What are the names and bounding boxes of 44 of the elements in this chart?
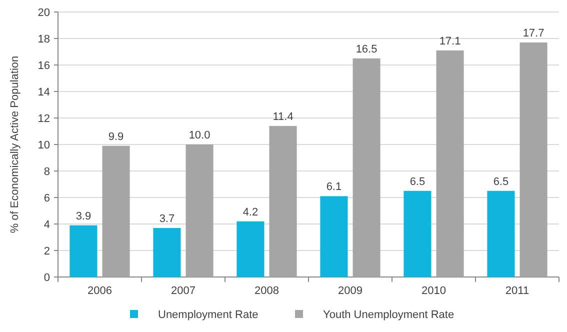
data-label: 17.1 [439, 35, 461, 48]
bar [186, 144, 214, 277]
x-tick-label: 2008 [254, 285, 279, 297]
x-tick-label: 2006 [88, 285, 112, 297]
y-tick-label: 12 [38, 113, 50, 125]
legend-label: Youth Unemployment Rate [323, 309, 454, 321]
data-label: 16.5 [356, 43, 378, 56]
bar [404, 190, 432, 277]
y-tick-label: 2 [44, 246, 50, 258]
bar [269, 126, 297, 277]
y-tick-label: 4 [44, 219, 50, 231]
y-tick-label: 8 [44, 166, 50, 178]
data-label: 6.1 [326, 181, 342, 194]
x-tick-label: 2011 [505, 285, 530, 297]
bar [320, 196, 348, 277]
data-label: 3.7 [159, 212, 175, 225]
data-label: 9.9 [108, 130, 124, 143]
bar [153, 228, 181, 277]
y-tick-label: 16 [38, 60, 50, 72]
bar [102, 146, 130, 277]
data-label: 10.0 [188, 130, 210, 142]
y-axis-title: % of Economically Active Population [9, 56, 21, 234]
legend-label: Unemployment Rate [158, 309, 258, 321]
data-label: 3.9 [76, 210, 92, 222]
x-tick-label: 2010 [422, 285, 446, 297]
y-tick-label: 14 [38, 86, 50, 98]
data-label: 11.4 [272, 110, 294, 123]
bar [436, 50, 464, 277]
data-label: 4.2 [242, 206, 258, 218]
bar [352, 58, 380, 277]
y-tick-label: 20 [38, 7, 50, 19]
bar [520, 42, 548, 277]
y-tick-label: 6 [44, 192, 50, 204]
bar [236, 221, 264, 277]
bar [70, 225, 98, 277]
y-tick-label: 10 [38, 140, 50, 152]
data-label: 17.7 [522, 27, 544, 40]
x-tick-label: 2009 [338, 285, 362, 297]
y-tick-label: 18 [38, 34, 50, 46]
data-label: 6.5 [493, 176, 509, 188]
x-tick-label: 2007 [171, 285, 196, 297]
bar [487, 190, 515, 277]
data-label: 6.5 [410, 176, 426, 188]
y-tick-label: 0 [44, 272, 50, 284]
